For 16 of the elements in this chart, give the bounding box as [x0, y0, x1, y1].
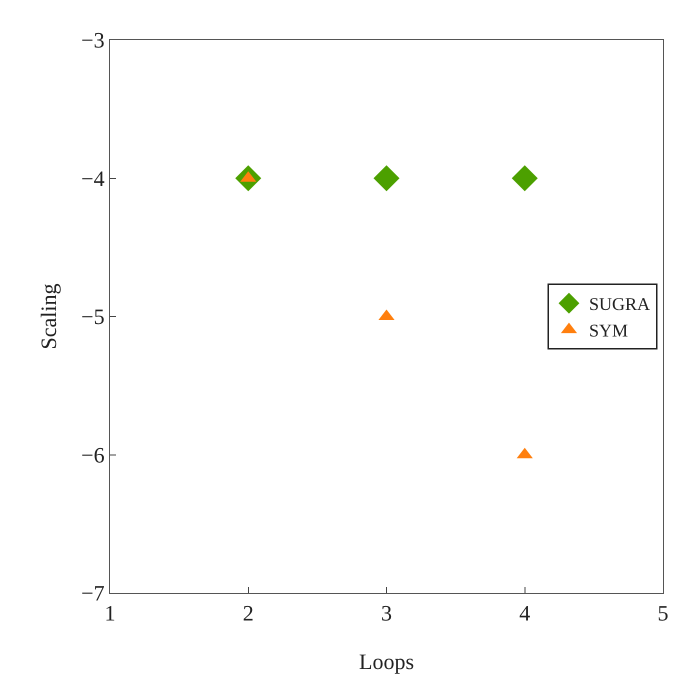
y-axis-title: Scaling: [36, 284, 61, 350]
y-tick-label: −3: [81, 28, 105, 53]
x-tick-label: 3: [381, 600, 392, 626]
x-tick-label: 5: [658, 600, 668, 626]
x-axis-title: Loops: [359, 649, 414, 674]
x-tick-label: 1: [104, 600, 116, 626]
x-tick-label: 4: [519, 600, 530, 626]
y-tick-label: −7: [81, 580, 105, 606]
y-tick-label: −4: [81, 166, 105, 191]
y-tick-label: −5: [81, 304, 105, 330]
y-tick-label: −6: [81, 442, 105, 468]
x-tick-label: 2: [242, 600, 254, 626]
legend-label: SUGRA: [588, 294, 650, 314]
point: [374, 165, 400, 192]
legend-label: SYM: [588, 320, 628, 341]
point: [512, 165, 538, 192]
